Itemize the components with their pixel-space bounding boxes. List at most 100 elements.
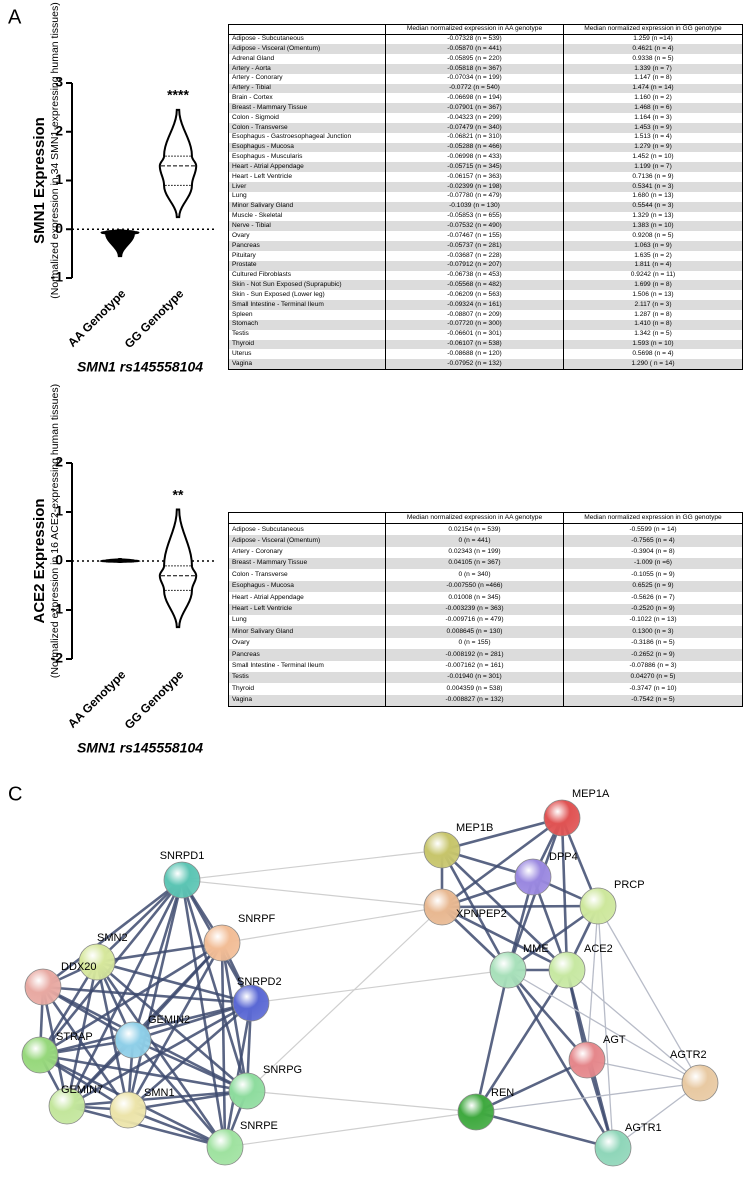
edge bbox=[131, 879, 184, 1041]
table-cell: -0.1039 (n = 130) bbox=[385, 201, 564, 212]
edge bbox=[441, 816, 563, 852]
node-label: DPP4 bbox=[549, 851, 578, 863]
table-cell: -0.008827 (n = 132) bbox=[385, 694, 564, 707]
table-cell: 0.5698 (n = 4) bbox=[563, 349, 743, 360]
table-cell: Breast - Mammary Tissue bbox=[228, 558, 386, 570]
table-row: Ovary -0.07467 (n = 155) 0.9208 (n = 5) bbox=[228, 231, 743, 242]
table-cell: Thyroid bbox=[228, 339, 386, 350]
table-row: Minor Salivary Gland -0.1039 (n = 130) 0.5… bbox=[228, 201, 743, 212]
table-cell: 0.9208 (n = 5) bbox=[563, 231, 743, 242]
node bbox=[568, 1041, 606, 1079]
edge bbox=[180, 879, 249, 1092]
edge bbox=[440, 849, 510, 971]
table-cell: -0.7542 (n = 5) bbox=[563, 694, 743, 707]
edge bbox=[66, 1089, 248, 1108]
edge bbox=[475, 1058, 588, 1114]
table-cell: Testis bbox=[228, 329, 386, 340]
y-tick-label: 2 bbox=[55, 122, 63, 138]
table-cell: -0.07034 (n = 199) bbox=[385, 73, 564, 84]
table-cell: Liver bbox=[228, 182, 386, 192]
table-cell: 2.117 (n = 3) bbox=[563, 300, 743, 310]
y-tick-label: 2 bbox=[55, 454, 63, 470]
table-cell: Esophagus - Mucosa bbox=[228, 142, 386, 153]
table-cell: -0.07912 (n = 207) bbox=[385, 260, 564, 271]
table-cell: Prostate bbox=[228, 260, 386, 271]
table-cell: Breast - Mammary Tissue bbox=[228, 103, 386, 114]
table-cell: 1.635 (n = 2) bbox=[563, 250, 743, 261]
table-row: Adipose - Subcutaneous -0.07328 (n = 539)… bbox=[228, 34, 743, 45]
node bbox=[203, 924, 241, 962]
table-cell: 0.5544 (n = 3) bbox=[563, 201, 743, 212]
table-cell: 1.287 (n = 8) bbox=[563, 309, 743, 320]
table-cell: 1.474 (n = 14) bbox=[563, 83, 743, 94]
table-cell: Lung bbox=[228, 615, 386, 627]
node-label: SNRPE bbox=[240, 1120, 278, 1132]
table-cell: Minor Salivary Gland bbox=[228, 201, 386, 212]
table-cell: -0.05895 (n = 220) bbox=[385, 54, 564, 64]
x-axis-title: SMN1 rs145558104 bbox=[77, 740, 203, 756]
table-cell: Esophagus - Mucosa bbox=[228, 580, 386, 593]
table-row: Small Intestine - Terminal Ileum -0.09324… bbox=[228, 300, 743, 310]
edge bbox=[441, 816, 563, 909]
table-row: Spleen -0.08807 (n = 209) 1.287 (n = 8) bbox=[228, 309, 743, 320]
table-row: Pancreas -0.008192 (n = 281) -0.2652 (n = … bbox=[228, 649, 743, 661]
table-cell: 0.7136 (n = 9) bbox=[563, 172, 743, 182]
edge bbox=[586, 1059, 701, 1084]
table-cell: Pancreas bbox=[228, 649, 386, 661]
network: SNRPD1 SNRPF SMN2 DDX20 SNRPD2 GEMIN2 STRAP SNR… bbox=[21, 788, 719, 1167]
table-cell: -0.3904 (n = 8) bbox=[563, 546, 743, 559]
table-cell: Stomach bbox=[228, 319, 386, 330]
edge bbox=[96, 960, 252, 1005]
table-cell: Testis bbox=[228, 671, 386, 684]
node bbox=[24, 968, 62, 1006]
table-row: Minor Salivary Gland 0.008645 (n = 130) 0.… bbox=[228, 626, 743, 638]
table-cell: Ovary bbox=[228, 231, 386, 242]
node-label: DDX20 bbox=[61, 961, 96, 973]
table-cell: -0.07886 (n = 3) bbox=[563, 660, 743, 672]
table-cell: 0.1300 (n = 3) bbox=[563, 626, 743, 638]
table-cell: 1.164 (n = 3) bbox=[563, 113, 743, 123]
edge bbox=[224, 1111, 477, 1148]
table-row: Stomach -0.07720 (n = 300) 1.410 (n = 8) bbox=[228, 319, 743, 330]
table-cell: 1.383 (n = 10) bbox=[563, 221, 743, 232]
table-cell: -0.07952 (n = 132) bbox=[385, 359, 564, 370]
table-row: Colon - Transverse -0.07479 (n = 340) 1.45… bbox=[228, 122, 743, 133]
table-cell: Cultured Fibroblasts bbox=[228, 270, 386, 281]
table-row: Vagina -0.07952 (n = 132) 1.290 ( n = 14) bbox=[228, 359, 743, 370]
table-row: Cultured Fibroblasts -0.06738 (n = 453) 0.… bbox=[228, 270, 743, 281]
node-label: SNRPG bbox=[263, 1064, 302, 1076]
table-cell: -0.03687 (n = 228) bbox=[385, 250, 564, 261]
table-cell: -0.06821 (n = 310) bbox=[385, 132, 564, 143]
table-row: Adrenal Gland -0.05895 (n = 220) 0.9338 (n… bbox=[228, 54, 743, 64]
table-row: Esophagus - Muscularis -0.06998 (n = 433)… bbox=[228, 152, 743, 163]
table-cell: Colon - Sigmoid bbox=[228, 113, 386, 123]
edge bbox=[597, 905, 701, 1084]
node-label: MEP1B bbox=[456, 822, 493, 834]
significance: ** bbox=[173, 486, 184, 502]
table-row: Uterus -0.08688 (n = 120) 0.5698 (n = 4) bbox=[228, 349, 743, 360]
edge bbox=[96, 941, 223, 964]
table-row: Artery - Coronary 0.02343 (n = 199) -0.390… bbox=[228, 546, 743, 559]
table-cell: Vagina bbox=[228, 694, 386, 707]
violin bbox=[100, 229, 140, 258]
edge bbox=[597, 905, 614, 1149]
table-cell: -0.05737 (n = 281) bbox=[385, 241, 564, 251]
node bbox=[514, 858, 552, 896]
table-cell: 1.342 (n = 5) bbox=[563, 329, 743, 340]
table-cell: Artery - Conorary bbox=[228, 73, 386, 84]
table-cell: Artery - Coronary bbox=[228, 546, 386, 559]
table-row: Pituitary -0.03687 (n = 228) 1.635 (n = 2) bbox=[228, 250, 743, 261]
node bbox=[78, 943, 116, 981]
table-cell: Heart - Atrial Appendage bbox=[228, 592, 386, 604]
table-cell: -0.007162 (n = 161) bbox=[385, 660, 564, 672]
table-cell: Colon - Transverse bbox=[228, 122, 386, 133]
edge bbox=[507, 969, 588, 1061]
table-cell: -0.2520 (n = 9) bbox=[563, 603, 743, 616]
table-cell: -0.07532 (n = 490) bbox=[385, 221, 564, 232]
edge bbox=[220, 942, 227, 1148]
table-cell: 1.468 (n = 6) bbox=[563, 103, 743, 114]
table-cell: Spleen bbox=[228, 309, 386, 320]
table-row: Prostate -0.07912 (n = 207) 1.811 (n = 4) bbox=[228, 260, 743, 271]
edge bbox=[246, 1090, 477, 1113]
